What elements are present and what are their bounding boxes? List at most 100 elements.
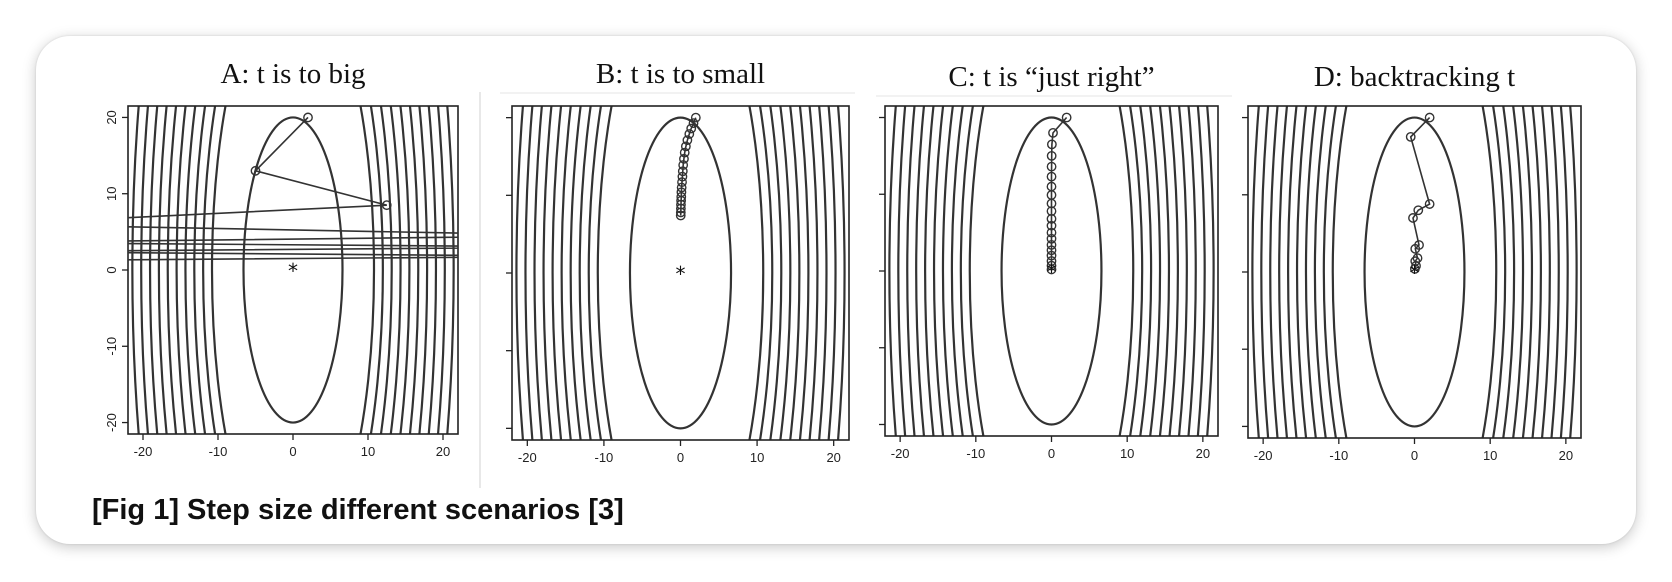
- contour-line: [175, 106, 411, 434]
- iterate-point: [1046, 227, 1057, 238]
- iterate-point: [680, 141, 691, 152]
- x-tick-label: -10: [966, 446, 985, 461]
- contour-line: [1295, 106, 1534, 438]
- iterate-point: [1409, 264, 1420, 274]
- x-tick-label: 0: [1411, 448, 1418, 463]
- iterate-point: [675, 207, 686, 218]
- iterate-point: [1046, 264, 1057, 275]
- contour-line: [140, 106, 446, 434]
- contour-line: [1304, 106, 1525, 438]
- contour-line: [202, 106, 384, 434]
- contour-lines: [131, 106, 455, 434]
- contour-line: [157, 106, 429, 434]
- optimum-star: *: [1047, 260, 1057, 284]
- x-tick-label: 10: [1120, 446, 1134, 461]
- chart-panel-b: B: t is to small -20 -10 0 10 20 *: [506, 58, 850, 465]
- y-tick-label: -20: [104, 413, 119, 432]
- contour-line: [1322, 106, 1507, 438]
- iterate-point: [690, 112, 701, 123]
- contour-ellipse: [1363, 116, 1466, 428]
- contour-line: [906, 106, 1197, 436]
- panel-title: B: t is to small: [596, 58, 765, 90]
- contour-line: [1269, 106, 1560, 438]
- chart-panel-d: D: backtracking t -20 -10 0 10 20 *: [1242, 61, 1582, 463]
- iterate-point: [1046, 150, 1057, 161]
- x-tick-label: 20: [1196, 446, 1210, 461]
- x-tick-label: -10: [1329, 448, 1348, 463]
- contour-line: [210, 106, 376, 434]
- iterate-point: [682, 135, 693, 146]
- contour-line: [578, 106, 783, 440]
- panel-title: C: t is “just right”: [948, 61, 1154, 93]
- contour-line: [596, 106, 765, 440]
- contour-line: [184, 106, 402, 434]
- contour-lines: [1251, 106, 1578, 438]
- iterate-point: [678, 160, 689, 170]
- iterate-point: [1046, 171, 1057, 182]
- iterate-point: [1424, 199, 1435, 209]
- optimum-star: *: [288, 259, 298, 283]
- contour-line: [587, 106, 774, 440]
- iterate-point: [1046, 240, 1057, 250]
- iterate-point: [1046, 250, 1057, 261]
- contour-line: [1313, 106, 1516, 438]
- y-tick-label: 20: [104, 110, 119, 124]
- iterate-point: [677, 177, 687, 188]
- descent-path: [128, 112, 458, 261]
- panel-title: D: backtracking t: [1314, 61, 1515, 93]
- x-tick-label: 20: [436, 444, 450, 459]
- y-tick-label: 10: [104, 186, 119, 200]
- optimum-star: *: [676, 262, 686, 286]
- contour-line: [924, 106, 1179, 436]
- iterate-point: [677, 171, 688, 182]
- contour-line: [533, 106, 828, 440]
- x-tick-label: -20: [1254, 448, 1273, 463]
- panel-title: A: t is to big: [220, 58, 365, 90]
- contour-line: [1287, 106, 1542, 438]
- contour-ellipse: [1000, 116, 1103, 426]
- iterate-point: [677, 166, 688, 177]
- iterate-point: [676, 182, 687, 193]
- iterate-point: [686, 123, 697, 134]
- contour-line: [515, 106, 846, 440]
- chart-panel-a: A: t is to big -20 -10 0 10 20 -20 -10 0 10 20 *: [104, 58, 459, 459]
- iterate-point: [1410, 243, 1421, 254]
- iterate-point: [1046, 260, 1057, 271]
- contour-line: [932, 106, 1171, 436]
- contour-line: [968, 106, 1135, 436]
- descent-line: [128, 116, 458, 261]
- iterate-point: [1046, 245, 1057, 256]
- contour-lines: [515, 106, 846, 440]
- iterate-point: [1061, 112, 1072, 123]
- contour-line: [551, 106, 810, 440]
- y-tick-label: 0: [104, 266, 119, 273]
- iterate-point: [1408, 213, 1418, 223]
- iterate-point: [675, 203, 686, 214]
- contour-ellipse: [628, 116, 733, 430]
- x-tick-label: 0: [677, 450, 684, 465]
- iterate-point: [1424, 112, 1435, 123]
- optimum-star: *: [1410, 261, 1420, 285]
- chart-panel-c: C: t is “just right” -20 -10 0 10 20 *: [879, 61, 1219, 461]
- iterate-point: [1046, 233, 1057, 244]
- x-tick-label: 0: [1048, 446, 1055, 461]
- iterate-point: [679, 147, 690, 158]
- iterate-point: [1048, 127, 1058, 138]
- iterate-point: [303, 112, 313, 123]
- figure-caption: [Fig 1] Step size different scenarios [3…: [92, 494, 624, 526]
- x-tick-label: 10: [361, 444, 375, 459]
- x-tick-label: -20: [134, 444, 153, 459]
- contour-line: [131, 106, 455, 434]
- x-tick-label: -10: [209, 444, 228, 459]
- x-tick-label: 10: [750, 450, 764, 465]
- iterate-point: [1405, 131, 1416, 142]
- contour-ellipse: [242, 116, 344, 424]
- contour-line: [941, 106, 1162, 436]
- contour-line: [1331, 106, 1498, 438]
- iterate-point: [684, 129, 695, 139]
- contour-line: [166, 106, 420, 434]
- descent-line: [1409, 117, 1431, 270]
- contour-line: [1278, 106, 1551, 438]
- x-tick-label: 20: [826, 450, 840, 465]
